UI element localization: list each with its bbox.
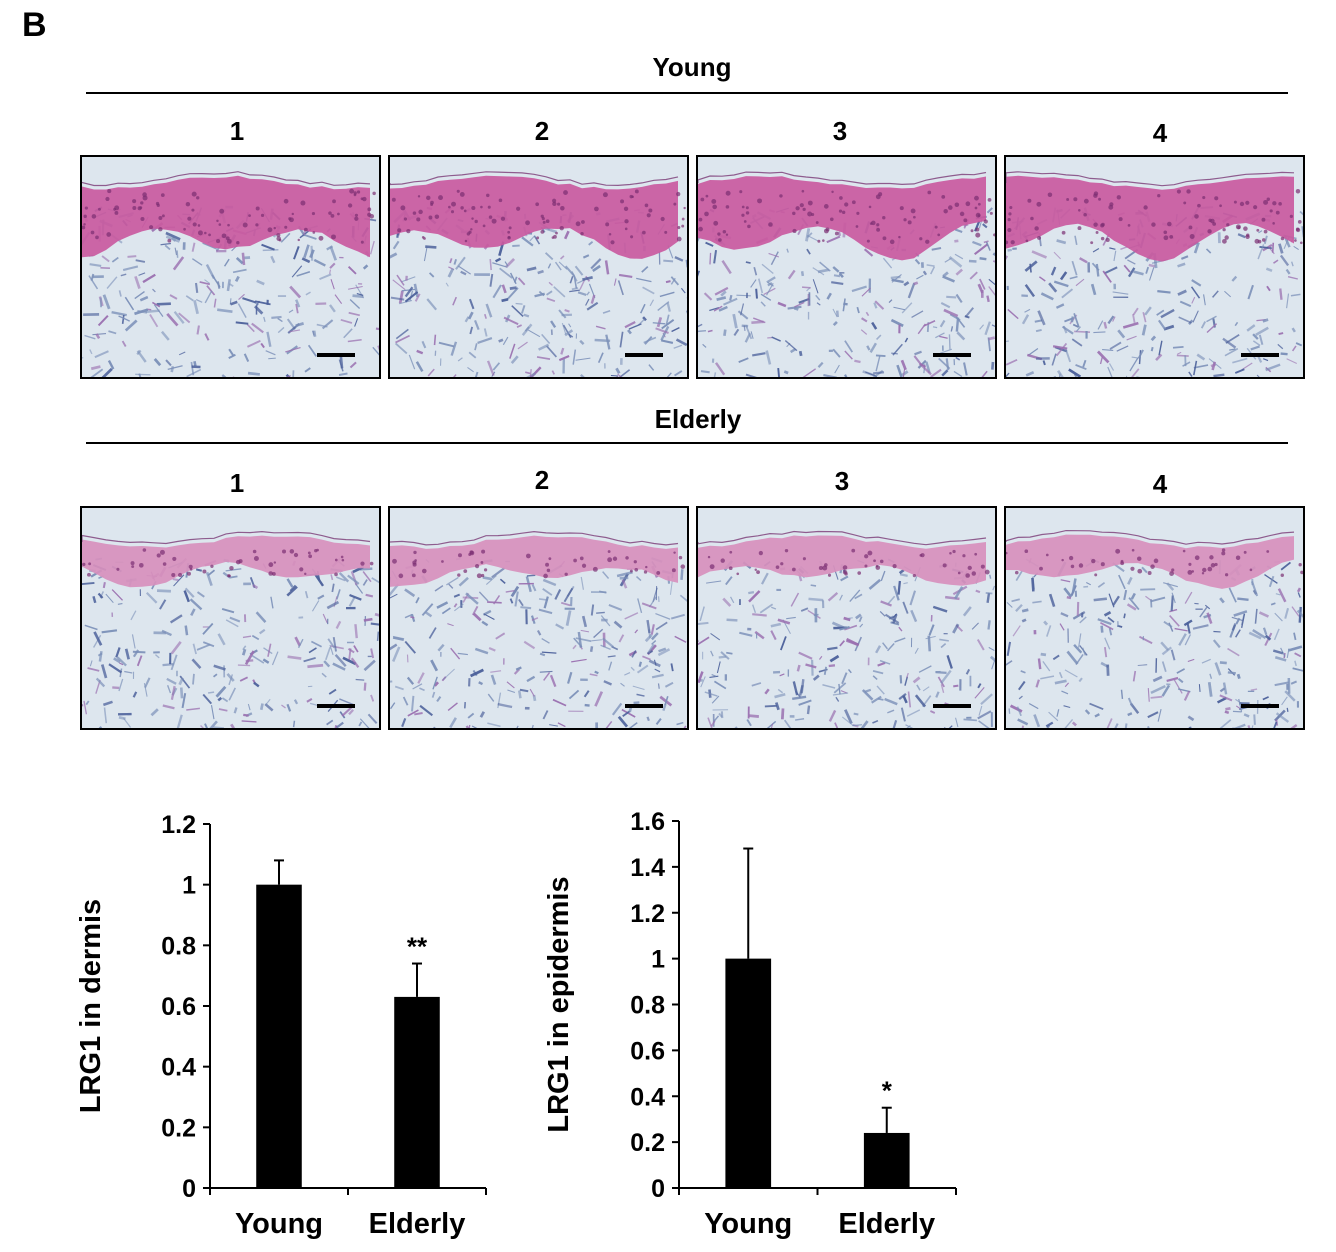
elderly-sample-2-label: 2 [534, 465, 550, 495]
elderly-sample-1-label: 1 [229, 468, 245, 498]
panel-label: B [22, 6, 47, 44]
y-axis-label: LRG1 in epidermis [543, 876, 575, 1132]
x-category-label: Elderly [369, 1208, 466, 1240]
bar [725, 958, 772, 1188]
elderly-sample-4-label: 4 [1152, 469, 1168, 499]
dermis-bar-chart: 0 0.2 0.4 0.6 0.8 1 1.2 Young ** Elderly LRG1 in d… [60, 790, 510, 1250]
young-micrograph-2 [388, 155, 689, 379]
elderly-group-title: Elderly [654, 404, 742, 434]
micrograph-image [82, 508, 379, 728]
young-micrograph-1 [80, 155, 381, 379]
micrograph-image [1006, 508, 1303, 728]
bar [394, 996, 440, 1188]
micrograph-image [390, 157, 687, 377]
micrograph-image [698, 508, 995, 728]
bar [863, 1132, 910, 1188]
y-tick-label: 0.6 [161, 993, 196, 1021]
y-axis-label: LRG1 in dermis [75, 899, 107, 1113]
elderly-divider [86, 442, 1288, 444]
y-tick-label: 0.8 [161, 932, 196, 960]
epidermis-bar-chart: 0 0.2 0.4 0.6 0.8 1 1.2 1.4 1.6 Young * Elderly LRG1… [530, 790, 980, 1250]
y-tick-label: 0.4 [630, 1083, 665, 1111]
young-micrograph-4 [1004, 155, 1305, 379]
significance-marker: * [882, 1076, 893, 1106]
significance-marker: ** [407, 932, 428, 962]
elderly-sample-3-label: 3 [834, 466, 850, 496]
micrograph-image [698, 157, 995, 377]
young-group-title: Young [652, 52, 732, 82]
y-tick-label: 1.2 [161, 811, 196, 839]
young-sample-3-label: 3 [832, 116, 848, 146]
micrograph-image [390, 508, 687, 728]
elderly-micrograph-1 [80, 506, 381, 730]
x-category-label: Young [704, 1208, 792, 1240]
young-sample-4-label: 4 [1152, 118, 1168, 148]
y-tick-label: 0.8 [630, 992, 665, 1020]
elderly-micrograph-2 [388, 506, 689, 730]
micrograph-image [1006, 157, 1303, 377]
y-tick-label: 0.2 [161, 1114, 196, 1142]
y-tick-label: 0 [182, 1175, 196, 1203]
y-tick-label: 0.2 [630, 1129, 665, 1157]
y-tick-label: 1 [182, 872, 196, 900]
elderly-micrograph-4 [1004, 506, 1305, 730]
elderly-micrograph-3 [696, 506, 997, 730]
y-tick-label: 1.6 [630, 808, 665, 836]
y-tick-label: 0.4 [161, 1054, 196, 1082]
x-category-label: Elderly [838, 1208, 935, 1240]
y-tick-label: 0 [651, 1175, 665, 1203]
y-tick-label: 1.4 [630, 854, 665, 882]
bar [256, 884, 302, 1188]
young-sample-1-label: 1 [229, 116, 245, 146]
micrograph-image [82, 157, 379, 377]
y-tick-label: 1 [651, 946, 665, 974]
young-micrograph-3 [696, 155, 997, 379]
young-divider [86, 92, 1288, 94]
x-category-label: Young [235, 1208, 323, 1240]
y-tick-label: 1.2 [630, 900, 665, 928]
young-sample-2-label: 2 [534, 116, 550, 146]
y-tick-label: 0.6 [630, 1037, 665, 1065]
